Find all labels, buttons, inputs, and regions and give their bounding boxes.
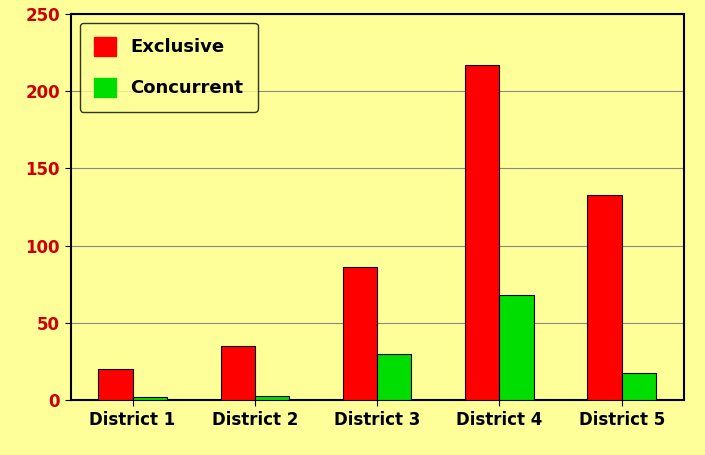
Bar bbox=[499, 295, 534, 400]
Bar bbox=[587, 195, 622, 400]
Legend: Exclusive, Concurrent: Exclusive, Concurrent bbox=[80, 23, 257, 112]
Bar bbox=[221, 346, 255, 400]
Bar bbox=[377, 354, 412, 400]
Bar bbox=[133, 397, 167, 400]
Bar bbox=[622, 373, 656, 400]
Bar bbox=[255, 396, 289, 400]
Bar bbox=[99, 369, 133, 400]
Bar bbox=[343, 268, 377, 400]
Bar bbox=[465, 65, 499, 400]
